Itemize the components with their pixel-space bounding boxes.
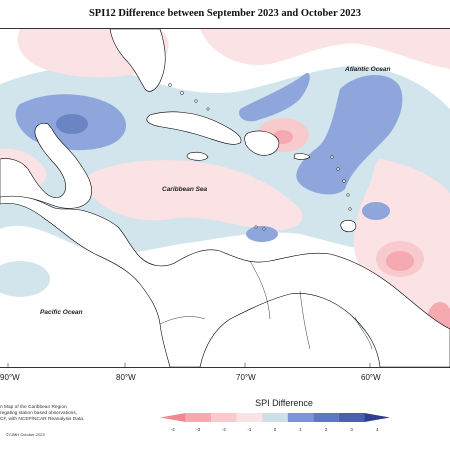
positive-core-north-atlantic — [239, 73, 310, 122]
legend-color-segment — [364, 413, 390, 422]
legend-color-segment — [338, 413, 365, 422]
lesser-antilles-island — [346, 193, 350, 197]
jamaica-island — [186, 151, 209, 161]
yucatan-landmass — [0, 122, 92, 209]
legend-color-segment — [262, 413, 288, 422]
legend-tick-label: 3 — [350, 427, 353, 432]
footnote-line: CF, with NCEP/NCAR Reanalysis Data. — [0, 417, 85, 422]
bahamas-island — [194, 99, 198, 103]
hispaniola-island — [244, 130, 280, 156]
footnote-line: n Map of the Caribbean Region — [0, 405, 67, 410]
positive-core-lesser-antilles — [362, 202, 390, 220]
legend-colorbar — [160, 413, 390, 422]
legend-tick-label: 1 — [299, 427, 302, 432]
lon-label-70w: 70°W — [236, 373, 256, 382]
lon-label-80w: 80°W — [116, 373, 136, 382]
map-canvas: Atlantic Ocean Caribbean Sea Pacific Oce… — [0, 28, 450, 368]
legend-tick-label: 4 — [375, 427, 379, 432]
footnote-line: regating station based observations, — [0, 411, 78, 416]
lesser-antilles-island — [342, 179, 346, 183]
abc-island — [262, 227, 266, 231]
bahamas-island — [206, 107, 210, 111]
positive-core-atlantic — [296, 74, 403, 195]
negative-anomaly-northeast — [200, 29, 450, 69]
abc-island — [254, 225, 258, 229]
spi-difference-map: Atlantic Ocean Caribbean Sea Pacific Oce… — [0, 28, 450, 368]
cuba-island — [146, 111, 242, 145]
lon-label-90w: 90°W — [0, 373, 20, 382]
florida-landmass — [109, 28, 166, 92]
bahamas-island — [180, 91, 184, 95]
legend-color-segment — [211, 413, 237, 422]
lon-label-60w: 60°W — [361, 373, 381, 382]
puerto-rico-island — [293, 153, 311, 160]
legend-tick-label: 2 — [324, 427, 328, 432]
negative-anomaly-central — [86, 160, 303, 231]
lesser-antilles-island — [348, 207, 352, 211]
lesser-antilles-island — [336, 167, 340, 171]
copyright-text: ©CIMH October-2023 — [6, 432, 45, 437]
positive-core-south-caribbean — [246, 226, 278, 242]
legend-color-segment — [313, 413, 339, 422]
atlantic-ocean-label: Atlantic Ocean — [344, 66, 391, 73]
negative-core-guiana-inner — [386, 251, 414, 271]
caribbean-sea-label: Caribbean Sea — [162, 186, 208, 193]
legend-color-segment — [185, 413, 212, 422]
central-america-landmass — [0, 193, 450, 368]
positive-core-pacific — [0, 261, 50, 297]
legend-tick-label: 0 — [273, 427, 277, 432]
legend-colorbar-segments — [160, 413, 390, 422]
map-title: SPI12 Difference between September 2023 … — [88, 8, 362, 19]
country-border — [159, 260, 373, 350]
positive-core-gulf-inner — [56, 114, 88, 134]
legend-color-segment — [160, 413, 186, 422]
bahamas-island — [168, 83, 172, 87]
legend-color-segment — [287, 413, 314, 422]
lesser-antilles-island — [330, 155, 334, 159]
legend-tick-label: -1 — [247, 427, 252, 432]
legend-tick-label: -3 — [196, 427, 201, 432]
legend-color-segment — [236, 413, 263, 422]
legend-title: SPI Difference — [255, 398, 313, 408]
trinidad-island — [340, 219, 357, 233]
legend-tick-label: -2 — [221, 427, 226, 432]
legend-tick-label: -4 — [170, 427, 175, 432]
pacific-ocean-label: Pacific Ocean — [40, 309, 83, 316]
